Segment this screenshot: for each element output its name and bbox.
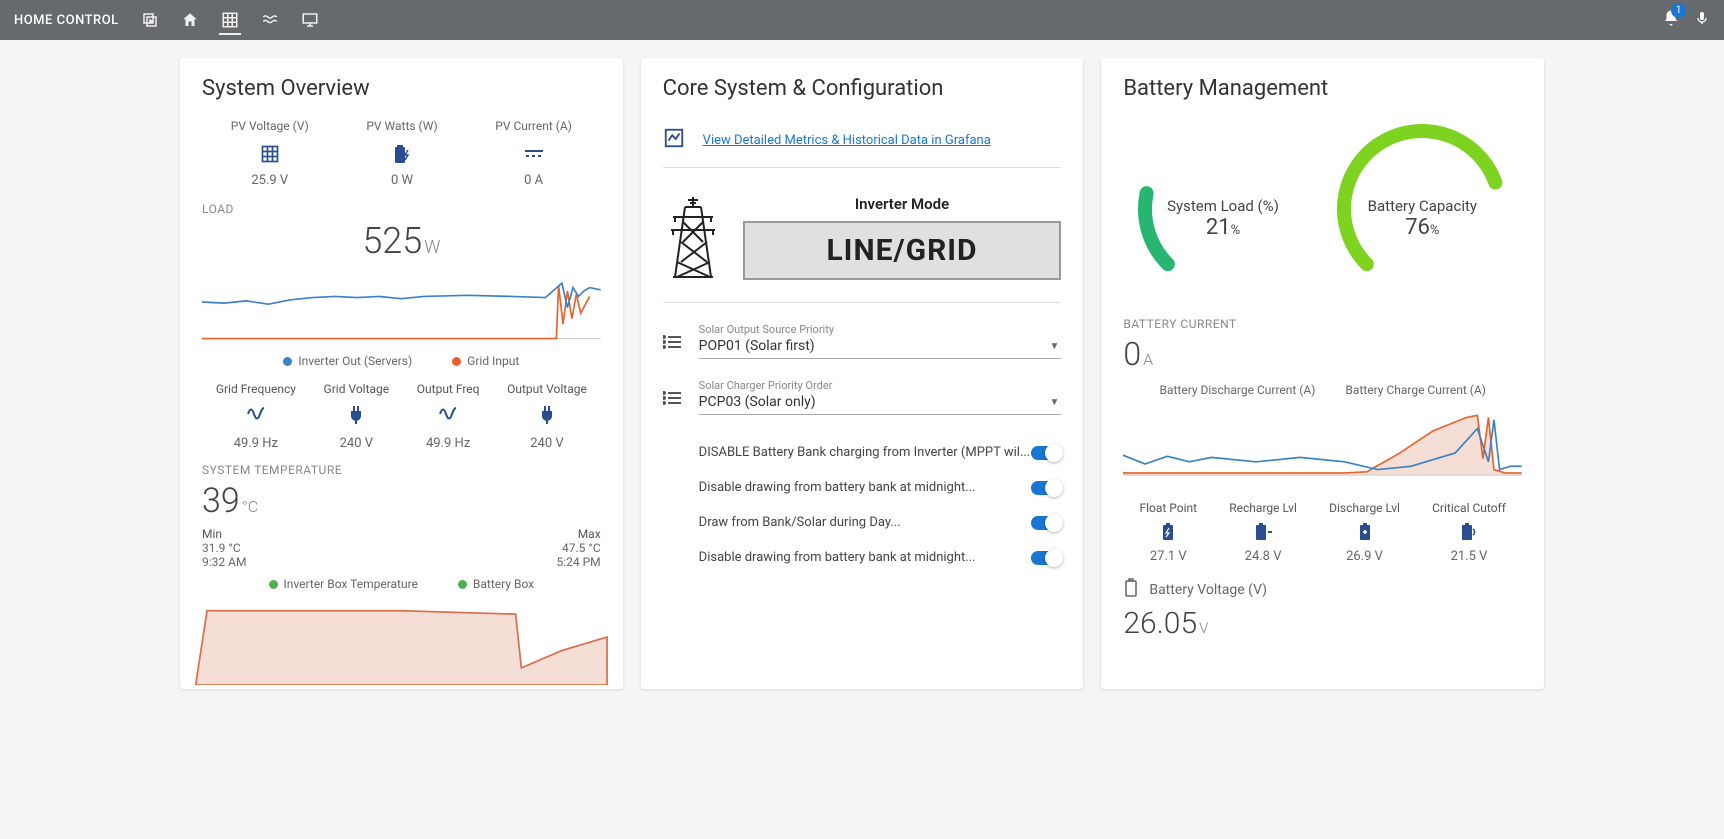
battery-card: Battery Management System Load (%) 21% B… — [1101, 58, 1544, 689]
home-icon[interactable] — [179, 9, 201, 31]
battery-bolt-icon — [1139, 523, 1197, 543]
grafana-link[interactable]: View Detailed Metrics & Historical Data … — [703, 133, 991, 148]
system-overview-title: System Overview — [202, 76, 601, 101]
topbar-right: 1 — [1662, 9, 1710, 31]
battery-current-chart — [1123, 403, 1522, 483]
load-value: 525W — [202, 220, 601, 262]
list-icon — [663, 334, 683, 359]
toggle-switch[interactable] — [1031, 446, 1061, 460]
pv-item: PV Watts (W) 0 W — [366, 119, 437, 188]
toggle-row: Draw from Bank/Solar during Day... — [663, 505, 1062, 540]
plug-icon — [507, 406, 587, 428]
pv-icon — [366, 143, 437, 165]
battery-current-label: BATTERY CURRENT — [1123, 317, 1522, 331]
battery-title: Battery Management — [1123, 76, 1522, 101]
metric-item: Output Freq 49.9 Hz — [417, 382, 480, 451]
pv-item: PV Voltage (V) 25.9 V — [231, 119, 309, 188]
battery-levels: Float Point 27.1 V Recharge Lvl 24.8 V D… — [1123, 501, 1522, 564]
battery-plus-icon — [1329, 523, 1400, 543]
dropdowns: Solar Output Source Priority POP01 (Sola… — [663, 323, 1062, 415]
main-content: System Overview PV Voltage (V) 25.9 V PV… — [0, 40, 1724, 707]
load-label: LOAD — [202, 202, 601, 216]
dropdown[interactable]: Solar Output Source Priority POP01 (Sola… — [663, 323, 1062, 359]
metric-item: Grid Voltage 240 V — [324, 382, 390, 451]
chevron-down-icon: ▼ — [1049, 341, 1059, 352]
waves-icon[interactable] — [259, 9, 281, 31]
battery-icon — [1123, 578, 1139, 602]
toggle-switch[interactable] — [1031, 481, 1061, 495]
inverter-mode-label: Inverter Mode — [743, 195, 1062, 213]
topbar: HOME CONTROL 1 — [0, 0, 1724, 40]
grafana-row: View Detailed Metrics & Historical Data … — [663, 119, 1062, 168]
app-title: HOME CONTROL — [14, 13, 119, 28]
pv-icon — [231, 143, 309, 165]
list-icon — [663, 390, 683, 415]
load-legend: Inverter Out (Servers)Grid Input — [202, 354, 601, 368]
grid-icon[interactable] — [219, 13, 241, 35]
temp-chart — [180, 605, 623, 685]
toggle-switch[interactable] — [1031, 516, 1061, 530]
pv-icon — [495, 143, 572, 165]
nav-icons — [139, 9, 321, 31]
gauges: System Load (%) 21% Battery Capacity 76% — [1123, 119, 1522, 303]
monitor-icon[interactable] — [299, 9, 321, 31]
pv-item: PV Current (A) 0 A — [495, 119, 572, 188]
load-chart — [202, 262, 601, 342]
plug-icon — [324, 406, 390, 428]
notification-badge: 1 — [1671, 3, 1686, 18]
battery-alert-icon — [1432, 523, 1506, 543]
toggle-row: DISABLE Battery Bank charging from Inver… — [663, 435, 1062, 470]
mic-icon[interactable] — [1694, 10, 1710, 30]
metric-item: Output Voltage 240 V — [507, 382, 587, 451]
copy-icon[interactable] — [139, 9, 161, 31]
battery-minus-icon — [1229, 523, 1297, 543]
inverter-mode-value: LINE/GRID — [743, 221, 1062, 280]
pv-row: PV Voltage (V) 25.9 V PV Watts (W) 0 W P… — [202, 119, 601, 188]
toggles: DISABLE Battery Bank charging from Inver… — [663, 435, 1062, 575]
battery-level-item: Critical Cutoff 21.5 V — [1432, 501, 1506, 564]
toggle-row: Disable drawing from battery bank at mid… — [663, 540, 1062, 575]
temp-legend: Inverter Box TemperatureBattery Box — [202, 577, 601, 591]
battery-current-value: 0A — [1123, 335, 1522, 373]
inverter-mode-row: Inverter Mode LINE/GRID — [663, 184, 1062, 303]
core-system-card: Core System & Configuration View Detaile… — [641, 58, 1084, 689]
toggle-switch[interactable] — [1031, 551, 1061, 565]
core-system-title: Core System & Configuration — [663, 76, 1062, 101]
gauge: Battery Capacity 76% — [1332, 119, 1512, 303]
gauge: System Load (%) 21% — [1133, 119, 1313, 303]
tower-icon — [663, 192, 723, 282]
battery-level-item: Discharge Lvl 26.9 V — [1329, 501, 1400, 564]
battery-voltage-value: 26.05V — [1123, 606, 1522, 641]
system-overview-card: System Overview PV Voltage (V) 25.9 V PV… — [180, 58, 623, 689]
dropdown[interactable]: Solar Charger Priority Order PCP03 (Sola… — [663, 379, 1062, 415]
temp-label: SYSTEM TEMPERATURE — [202, 463, 601, 477]
battery-current-legend: Battery Discharge Current (A)Battery Cha… — [1123, 383, 1522, 397]
battery-level-item: Float Point 27.1 V — [1139, 501, 1197, 564]
chevron-down-icon: ▼ — [1049, 397, 1059, 408]
toggle-row: Disable drawing from battery bank at mid… — [663, 470, 1062, 505]
battery-level-item: Recharge Lvl 24.8 V — [1229, 501, 1297, 564]
notifications-button[interactable]: 1 — [1662, 9, 1680, 31]
battery-voltage-row: Battery Voltage (V) — [1123, 578, 1522, 602]
temp-value: 39°C — [202, 481, 601, 521]
temp-minmax: Min 31.9 °C 9:32 AM Max 47.5 °C 5:24 PM — [202, 527, 601, 569]
grid-metrics: Grid Frequency 49.9 Hz Grid Voltage 240 … — [202, 382, 601, 451]
metric-item: Grid Frequency 49.9 Hz — [216, 382, 296, 451]
chart-icon — [663, 127, 685, 153]
wave-icon — [216, 406, 296, 428]
wave-icon — [417, 406, 480, 428]
